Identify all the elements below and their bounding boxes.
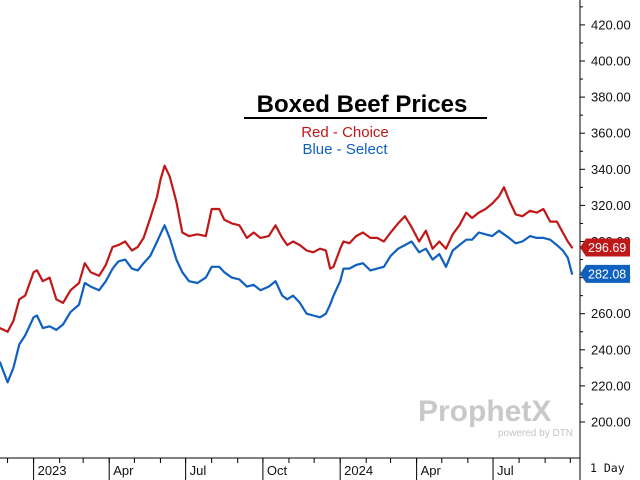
chart-title: Boxed Beef Prices [257, 91, 468, 118]
series-line-choice [0, 164, 574, 333]
legend-select: Blue - Select [302, 141, 388, 158]
legend-choice: Red - Choice [301, 124, 389, 141]
x-tick-label: 2024 [344, 463, 373, 478]
y-tick-label: 260.00 [591, 306, 631, 321]
watermark-sub: powered by DTN [498, 428, 573, 439]
badge-shape [580, 238, 630, 257]
badge-value: 296.69 [588, 241, 626, 255]
badge-shape [580, 264, 630, 283]
x-tick-label: Jul [497, 463, 514, 478]
x-tick-label: Jul [190, 463, 207, 478]
prophetx-watermark: ProphetX powered by DTN [418, 395, 573, 439]
y-tick-label: 400.00 [591, 54, 631, 69]
y-tick-label: 360.00 [591, 126, 631, 141]
series-line-select [0, 224, 574, 384]
y-tick-label: 320.00 [591, 198, 631, 213]
last-value-badge-select: 282.08 [580, 264, 630, 283]
watermark-brand: ProphetX [418, 395, 551, 428]
x-tick-label: Apr [113, 463, 134, 478]
series-layer [0, 164, 574, 384]
badge-value: 282.08 [588, 267, 626, 281]
y-tick-label: 380.00 [591, 90, 631, 105]
y-axis: 200.00220.00240.00260.00280.00300.00320.… [580, 6, 631, 430]
x-tick-label: Apr [421, 463, 442, 478]
x-axis: 2023 Apr Jul Oct 2024 Apr Jul [7, 458, 571, 480]
x-tick-label: 2023 [38, 463, 67, 478]
period-label[interactable]: 1 Day [590, 461, 625, 475]
y-tick-label: 200.00 [591, 415, 631, 430]
y-tick-label: 240.00 [591, 342, 631, 357]
y-tick-label: 420.00 [591, 17, 631, 32]
x-tick-label: Oct [267, 463, 288, 478]
last-value-badges: 296.69 282.08 [580, 238, 630, 283]
last-value-badge-choice: 296.69 [580, 238, 630, 257]
y-tick-label: 220.00 [591, 378, 631, 393]
y-tick-label: 340.00 [591, 162, 631, 177]
